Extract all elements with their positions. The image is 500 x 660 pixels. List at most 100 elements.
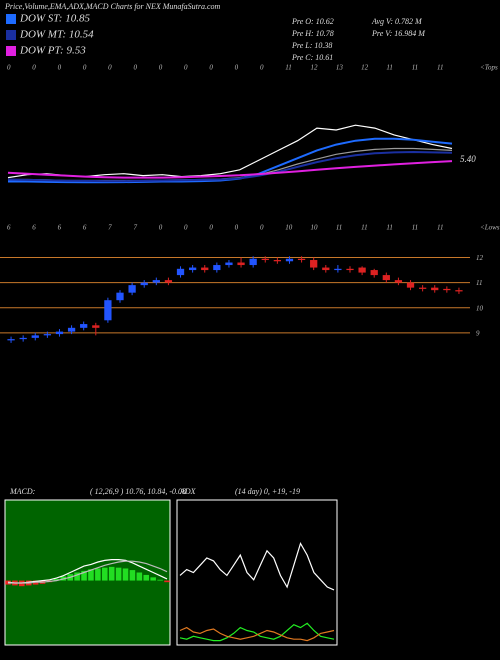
- date-label: 7: [133, 224, 137, 232]
- candle-body: [213, 265, 221, 271]
- histogram-bar: [115, 567, 122, 581]
- candle-body: [19, 337, 27, 340]
- histogram-bar: [129, 570, 136, 581]
- legend-swatch: [6, 30, 16, 40]
- date-label: 0: [83, 64, 87, 72]
- series-line: [179, 622, 335, 642]
- date-label: 6: [32, 224, 36, 232]
- candle-body: [225, 262, 233, 266]
- date-label: 12: [311, 64, 319, 72]
- candle-body: [104, 300, 112, 321]
- histogram-bar: [157, 579, 163, 581]
- candle-body: [176, 268, 185, 276]
- histogram-bar: [74, 572, 80, 581]
- candle-body: [297, 258, 306, 261]
- candle-body: [358, 267, 366, 273]
- candle-body: [261, 258, 269, 261]
- candle-body: [31, 335, 39, 338]
- date-label: 10: [311, 224, 319, 232]
- date-label: 11: [285, 64, 291, 72]
- info-text: Pre V: 16.984 M: [371, 29, 426, 38]
- candle-body: [394, 280, 403, 283]
- candle-body: [431, 287, 439, 291]
- macd-subtitle: ( 12,26,9 ) 10.76, 10.84, -0.08: [90, 487, 186, 496]
- candle-body: [164, 280, 173, 283]
- info-text: Pre C: 10.61: [291, 53, 333, 62]
- candle-body: [419, 287, 427, 289]
- candle-body: [310, 260, 318, 268]
- candle-body: [140, 282, 148, 286]
- date-label: 11: [336, 224, 342, 232]
- candle-body: [80, 324, 88, 328]
- histogram-bar: [108, 566, 115, 581]
- date-label: 11: [437, 64, 443, 72]
- info-text: Avg V: 0.782 M: [371, 17, 423, 26]
- adx-title: ADX: [179, 487, 197, 496]
- date-label: 11: [437, 224, 443, 232]
- candle-body: [201, 267, 209, 271]
- candle-body: [128, 285, 136, 293]
- macd-title: MACD:: [9, 487, 36, 496]
- date-label: 7: [108, 224, 112, 232]
- candle-body: [43, 334, 51, 336]
- histogram-bar: [136, 572, 143, 581]
- series-line: [7, 160, 453, 179]
- candle-body: [334, 268, 342, 271]
- candle-body: [406, 282, 415, 288]
- info-text: Pre H: 10.78: [291, 29, 334, 38]
- lows-label: <Lows: [480, 224, 500, 232]
- series-line: [179, 542, 335, 591]
- candle-body: [7, 339, 15, 341]
- histogram-bar: [88, 569, 94, 581]
- annotation: 5.40: [460, 154, 476, 164]
- candle-body: [346, 268, 354, 271]
- candle-body: [152, 280, 160, 283]
- candle-body: [322, 267, 330, 271]
- panel-background: [176, 499, 338, 646]
- panel-background: [4, 499, 171, 646]
- histogram-bar: [53, 578, 60, 581]
- date-label: 0: [159, 224, 163, 232]
- tops-label: <Tops: [480, 64, 498, 72]
- legend-label: DOW ST: 10.85: [19, 13, 90, 25]
- histogram-bar: [150, 577, 156, 581]
- date-label: 0: [235, 64, 239, 72]
- candle-body: [55, 331, 64, 335]
- adx-subtitle: (14 day) 0, +19, -19: [235, 487, 300, 496]
- y-tick-label: 10: [476, 304, 484, 312]
- date-label: 10: [285, 224, 293, 232]
- candle-body: [273, 260, 281, 262]
- candle-body: [370, 270, 378, 276]
- histogram-bar: [143, 574, 150, 581]
- info-text: Pre L: 10.38: [291, 41, 332, 50]
- date-label: 0: [260, 224, 264, 232]
- date-label: 0: [7, 64, 11, 72]
- candle-body: [189, 267, 197, 271]
- date-label: 0: [184, 64, 188, 72]
- info-text: Pre O: 10.62: [291, 17, 334, 26]
- candle-body: [237, 262, 245, 266]
- histogram-bar: [164, 580, 170, 583]
- y-tick-label: 9: [476, 329, 480, 337]
- date-label: 0: [108, 64, 112, 72]
- date-label: 0: [184, 224, 188, 232]
- legend-swatch: [6, 46, 16, 56]
- histogram-bar: [102, 567, 108, 581]
- date-label: 0: [260, 64, 264, 72]
- date-label: 0: [209, 224, 213, 232]
- date-label: 6: [83, 224, 87, 232]
- date-label: 0: [32, 64, 36, 72]
- date-label: 6: [7, 224, 11, 232]
- series-line: [8, 560, 168, 584]
- date-label: 0: [235, 224, 239, 232]
- date-label: 0: [209, 64, 213, 72]
- candle-body: [455, 290, 463, 292]
- candle-body: [67, 327, 76, 332]
- date-label: 13: [336, 64, 344, 72]
- date-label: 11: [412, 64, 418, 72]
- chart-title: Price,Volume,EMA,ADX,MACD Charts for NEX…: [4, 2, 221, 11]
- histogram-bar: [81, 570, 87, 581]
- histogram-bar: [122, 568, 129, 581]
- date-label: 11: [361, 224, 367, 232]
